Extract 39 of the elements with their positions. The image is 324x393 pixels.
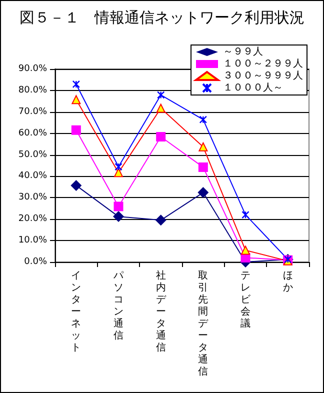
point <box>113 211 124 222</box>
chart-title: 図５－１ 情報通信ネットワーク利用状況 <box>20 8 304 26</box>
y-tick-label: 80.0% <box>18 85 48 96</box>
category-label: 取引先間データ通信 <box>198 270 208 378</box>
legend-label: １００～２９９人 <box>223 58 303 70</box>
point <box>198 142 208 152</box>
point <box>72 95 81 104</box>
point <box>155 214 166 226</box>
legend-label: ３００～９９９人 <box>223 70 303 82</box>
point <box>156 132 166 142</box>
legend-label: １０００人～ <box>223 82 283 94</box>
y-tick-label: 90.0% <box>18 64 48 74</box>
x-tick-label: テレビ会議 <box>240 270 252 330</box>
y-tick-label: 10.0% <box>18 236 48 246</box>
legend-label: ～９９人 <box>223 46 263 58</box>
point <box>71 125 81 135</box>
point <box>241 246 250 255</box>
point <box>156 104 166 113</box>
point <box>198 187 209 198</box>
x-tick-label: パソコン通信 <box>112 270 124 342</box>
y-tick-label: 0.0% <box>24 257 48 267</box>
point <box>242 210 250 219</box>
y-tick-label: 40.0% <box>18 171 48 182</box>
point <box>156 91 165 99</box>
point <box>198 162 208 172</box>
y-tick-label: 50.0% <box>18 150 48 160</box>
x-tick-label: 社内データ通信 <box>156 270 167 354</box>
y-tick-label: 60.0% <box>18 128 48 138</box>
point <box>72 80 80 88</box>
point <box>114 168 123 178</box>
point <box>114 202 124 212</box>
x-tick-label: ほか <box>282 270 293 294</box>
point <box>199 116 208 124</box>
point <box>70 180 82 191</box>
point <box>114 162 122 171</box>
x-tick-label: インターネット <box>71 270 82 354</box>
y-tick-label: 20.0% <box>18 214 48 224</box>
y-tick-label: 70.0% <box>18 106 48 117</box>
y-tick-label: 30.0% <box>18 192 48 203</box>
